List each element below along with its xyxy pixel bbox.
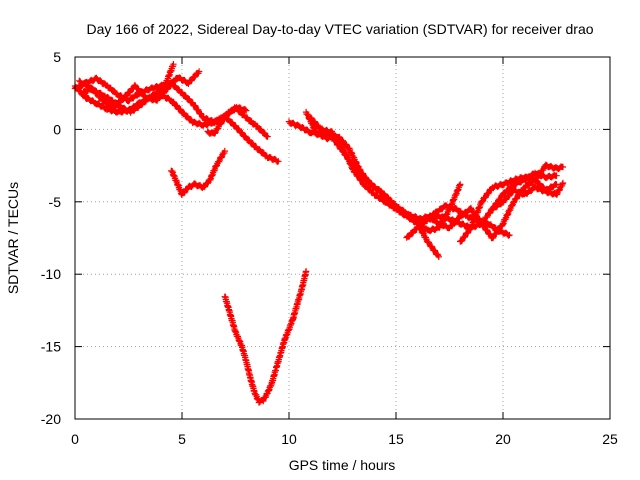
- data-layer: [71, 61, 567, 406]
- y-tick-label: 5: [53, 49, 61, 65]
- data-points: [204, 104, 250, 137]
- x-tick-label: 0: [71, 431, 79, 447]
- tick-labels: 0 5 10 15 20 25 5 0 -5 -10 -15 -20: [41, 49, 618, 447]
- y-tick-label: -15: [41, 339, 61, 355]
- x-tick-label: 10: [281, 431, 297, 447]
- series-arc-h: [285, 118, 442, 260]
- data-points: [221, 268, 310, 406]
- x-tick-label: 25: [602, 431, 618, 447]
- data-points: [457, 161, 567, 245]
- y-tick-label: 0: [53, 121, 61, 137]
- series-arc-d: [76, 61, 177, 116]
- plot-frame: [74, 56, 611, 420]
- y-tick-label: -20: [41, 411, 61, 427]
- series-arc-m: [457, 161, 567, 245]
- y-tick-label: -5: [49, 194, 62, 210]
- y-axis-label: SDTVAR / TECUs: [5, 182, 21, 294]
- y-tick-label: -10: [41, 266, 61, 282]
- series-arc-f: [204, 104, 250, 137]
- series-arc-e: [168, 147, 228, 198]
- x-tick-label: 5: [178, 431, 186, 447]
- data-points: [489, 179, 567, 214]
- x-axis-label: GPS time / hours: [289, 457, 396, 473]
- data-points: [168, 147, 228, 198]
- grid: [75, 57, 610, 419]
- data-points: [285, 118, 442, 260]
- axis-ticks: [74, 56, 611, 420]
- x-tick-label: 20: [495, 431, 511, 447]
- series-arc-n: [489, 179, 567, 214]
- series-arc-g: [221, 268, 310, 406]
- chart-title: Day 166 of 2022, Sidereal Day-to-day VTE…: [86, 21, 593, 37]
- data-points: [76, 61, 177, 116]
- x-tick-label: 15: [388, 431, 404, 447]
